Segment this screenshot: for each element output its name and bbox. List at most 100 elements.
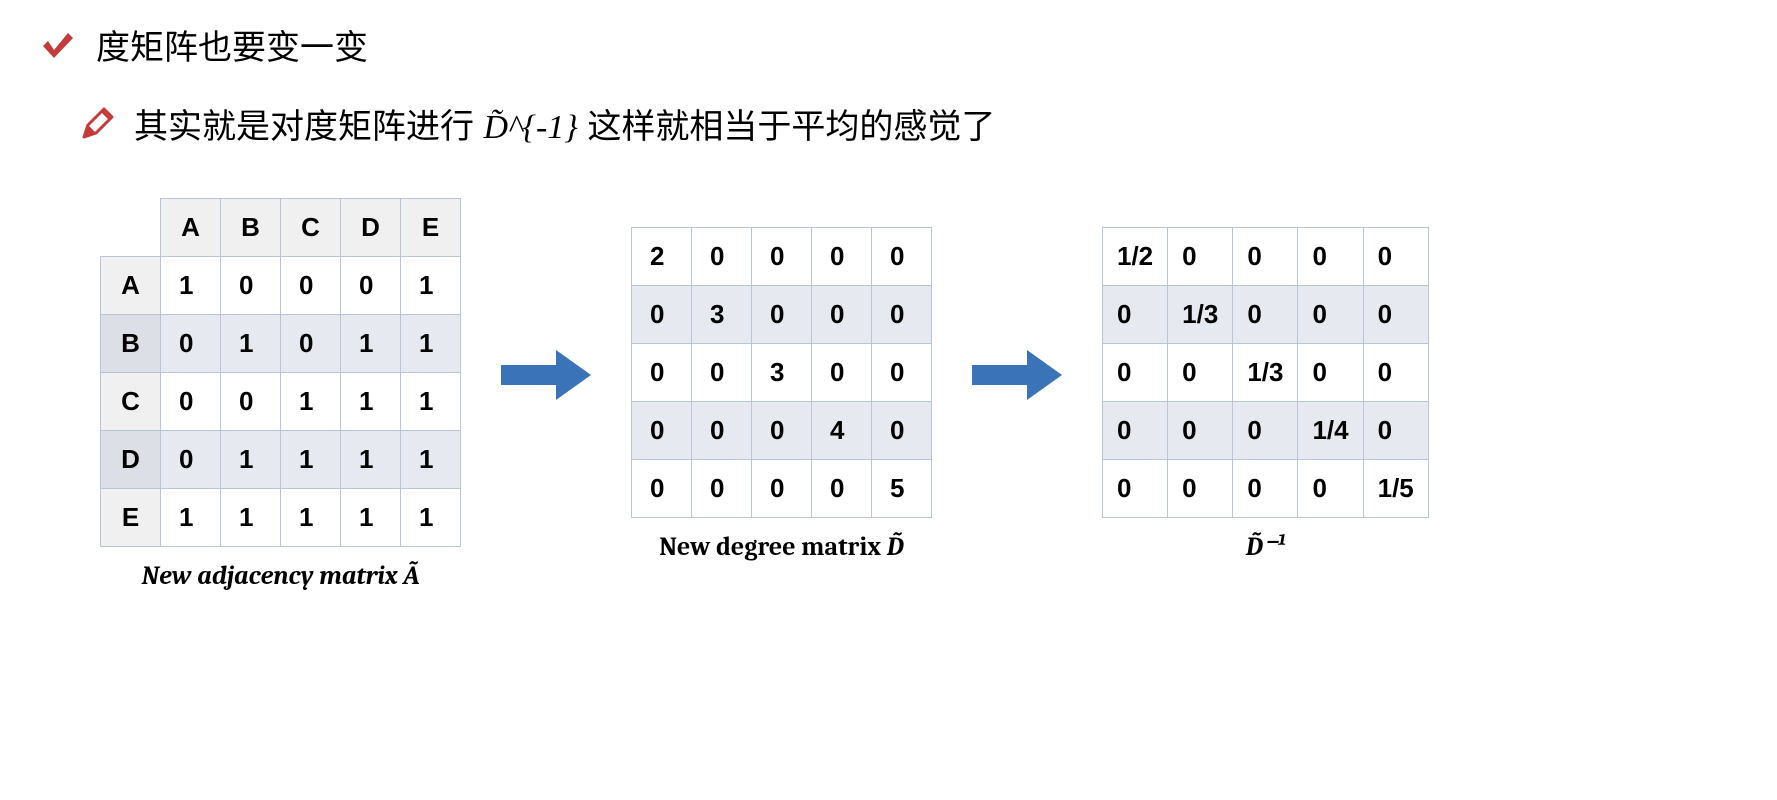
cell: 0 [1168, 344, 1233, 402]
table-row: 2 0 0 0 0 [632, 228, 932, 286]
col-header: A [161, 199, 221, 257]
cell: 0 [812, 344, 872, 402]
row-header: B [101, 315, 161, 373]
cell: 0 [1103, 286, 1168, 344]
cell: 1 [401, 431, 461, 489]
cell: 1/2 [1103, 228, 1168, 286]
cell: 0 [1103, 402, 1168, 460]
cell: 1 [281, 489, 341, 547]
col-header: E [401, 199, 461, 257]
table-row: 0 1/3 0 0 0 [1103, 286, 1429, 344]
matrix-dinv-table: 1/2 0 0 0 0 0 1/3 0 0 0 0 0 1/3 0 0 0 [1102, 227, 1429, 518]
cell: 0 [1168, 402, 1233, 460]
caption-prefix: New adjacency matrix [142, 561, 404, 591]
row-header: A [101, 257, 161, 315]
cell: 0 [1233, 460, 1298, 518]
cell: 1/5 [1363, 460, 1428, 518]
cell: 1 [341, 431, 401, 489]
cell: 0 [221, 257, 281, 315]
cell: 0 [812, 460, 872, 518]
matrix-d-caption: New degree matrix D̃ [659, 532, 904, 562]
cell: 1/4 [1298, 402, 1363, 460]
cell: 0 [872, 286, 932, 344]
cell: 0 [1363, 286, 1428, 344]
cell: 0 [632, 344, 692, 402]
cell: 0 [161, 373, 221, 431]
bullet-2-after: 这样就相当于平均的感觉了 [578, 108, 995, 146]
cell: 3 [692, 286, 752, 344]
arrow-icon [501, 350, 591, 400]
cell: 1 [401, 373, 461, 431]
cell: 0 [632, 460, 692, 518]
cell: 3 [752, 344, 812, 402]
cell: 0 [1233, 228, 1298, 286]
bullet-2-before: 其实就是对度矩阵进行 [134, 108, 483, 146]
table-row: D 0 1 1 1 1 [101, 431, 461, 489]
matrix-dinv-caption: D̃⁻¹ [1246, 532, 1285, 562]
bullet-row-1: 度矩阵也要变一变 [40, 20, 1737, 69]
cell: 0 [872, 344, 932, 402]
cell: 0 [161, 431, 221, 489]
matrix-a-block: A B C D E A 1 0 0 0 1 B 0 1 0 1 1 [100, 198, 461, 591]
matrix-a-caption: New adjacency matrix Ã [142, 561, 420, 591]
cell: 0 [1298, 460, 1363, 518]
matrix-a-table: A B C D E A 1 0 0 0 1 B 0 1 0 1 1 [100, 198, 461, 547]
caption-var: D̃⁻¹ [1246, 532, 1285, 562]
cell: 0 [1233, 286, 1298, 344]
cell: 0 [632, 402, 692, 460]
cell: 5 [872, 460, 932, 518]
cell: 0 [1233, 402, 1298, 460]
table-row: 0 3 0 0 0 [632, 286, 932, 344]
cell: 0 [1363, 402, 1428, 460]
check-icon [40, 30, 76, 60]
cell: 1 [401, 257, 461, 315]
table-row: C 0 0 1 1 1 [101, 373, 461, 431]
caption-var: D̃ [887, 532, 904, 562]
arrow-icon [972, 350, 1062, 400]
caption-prefix: New degree matrix [659, 532, 887, 562]
cell: 0 [812, 228, 872, 286]
matrix-d-table: 2 0 0 0 0 0 3 0 0 0 0 0 3 0 0 0 [631, 227, 932, 518]
cell: 4 [812, 402, 872, 460]
cell: 0 [752, 286, 812, 344]
table-row: 0 0 0 4 0 [632, 402, 932, 460]
corner-empty [101, 199, 161, 257]
cell: 0 [1363, 228, 1428, 286]
cell: 0 [1298, 228, 1363, 286]
table-row: 0 0 0 0 1/5 [1103, 460, 1429, 518]
cell: 1 [341, 315, 401, 373]
table-row: 1/2 0 0 0 0 [1103, 228, 1429, 286]
matrix-d-block: 2 0 0 0 0 0 3 0 0 0 0 0 3 0 0 0 [631, 227, 932, 562]
table-row: 0 0 1/3 0 0 [1103, 344, 1429, 402]
cell: 1/3 [1168, 286, 1233, 344]
cell: 1 [161, 257, 221, 315]
cell: 1 [221, 431, 281, 489]
caption-var: Ã [403, 561, 419, 591]
table-header-row: A B C D E [101, 199, 461, 257]
cell: 1 [221, 489, 281, 547]
cell: 0 [872, 402, 932, 460]
cell: 0 [1103, 460, 1168, 518]
cell: 1 [161, 489, 221, 547]
row-header: D [101, 431, 161, 489]
cell: 0 [632, 286, 692, 344]
cell: 0 [692, 228, 752, 286]
cell: 0 [161, 315, 221, 373]
cell: 2 [632, 228, 692, 286]
table-row: B 0 1 0 1 1 [101, 315, 461, 373]
cell: 0 [692, 402, 752, 460]
cell: 0 [1103, 344, 1168, 402]
bullet-2-formula: D̃^{-1} [483, 109, 577, 146]
table-row: E 1 1 1 1 1 [101, 489, 461, 547]
table-row: 0 0 3 0 0 [632, 344, 932, 402]
bullet-1-text: 度矩阵也要变一变 [96, 20, 368, 69]
table-row: A 1 0 0 0 1 [101, 257, 461, 315]
cell: 1 [401, 315, 461, 373]
cell: 0 [1168, 228, 1233, 286]
bullet-2-text: 其实就是对度矩阵进行 D̃^{-1} 这样就相当于平均的感觉了 [134, 99, 995, 148]
col-header: C [281, 199, 341, 257]
cell: 0 [812, 286, 872, 344]
cell: 0 [692, 460, 752, 518]
cell: 1 [221, 315, 281, 373]
row-header: E [101, 489, 161, 547]
